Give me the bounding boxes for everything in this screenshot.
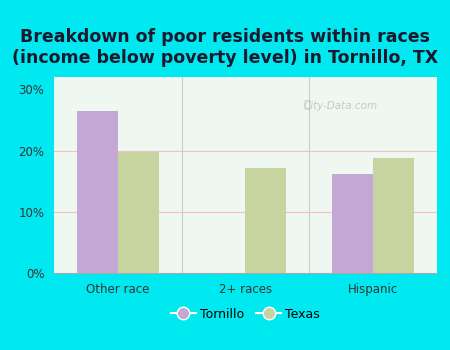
Bar — [245, 168, 286, 273]
Text: Breakdown of poor residents within races
(income below poverty level) in Tornill: Breakdown of poor residents within races… — [12, 28, 438, 67]
Bar — [77, 111, 118, 273]
Text: ⦿: ⦿ — [303, 100, 310, 110]
Bar — [332, 174, 373, 273]
Bar — [118, 152, 158, 273]
Legend: Tornillo, Texas: Tornillo, Texas — [166, 302, 325, 326]
Text: City-Data.com: City-Data.com — [304, 102, 378, 111]
Bar — [373, 158, 414, 273]
